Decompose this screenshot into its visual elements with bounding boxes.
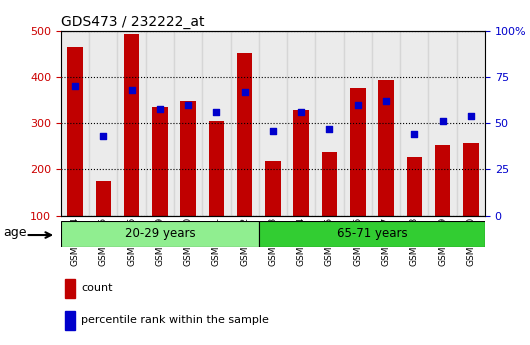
Point: [382, 98, 390, 104]
Bar: [95, 181, 111, 216]
Bar: [65, 310, 75, 330]
Bar: [231, 31, 259, 216]
Point: [438, 119, 447, 124]
Bar: [259, 31, 287, 216]
Bar: [259, 221, 485, 247]
Bar: [407, 157, 422, 216]
Text: percentile rank within the sample: percentile rank within the sample: [81, 315, 269, 325]
Point: [466, 113, 475, 119]
Text: count: count: [81, 284, 113, 293]
Bar: [65, 279, 75, 298]
Bar: [174, 31, 202, 216]
Bar: [372, 31, 400, 216]
Point: [241, 89, 249, 95]
Bar: [146, 31, 174, 216]
Bar: [435, 145, 450, 216]
Point: [410, 132, 419, 137]
Bar: [61, 221, 259, 247]
Bar: [265, 161, 281, 216]
Bar: [202, 31, 231, 216]
Bar: [209, 121, 224, 216]
Bar: [152, 107, 167, 216]
Bar: [343, 31, 372, 216]
Bar: [378, 80, 394, 216]
Bar: [315, 31, 343, 216]
Bar: [400, 31, 428, 216]
Text: 65-71 years: 65-71 years: [337, 227, 407, 240]
Text: 20-29 years: 20-29 years: [125, 227, 195, 240]
Bar: [61, 31, 89, 216]
Bar: [89, 31, 118, 216]
Bar: [350, 88, 366, 216]
Bar: [124, 34, 139, 216]
Text: GDS473 / 232222_at: GDS473 / 232222_at: [61, 14, 205, 29]
Point: [269, 128, 277, 134]
Bar: [67, 47, 83, 216]
Point: [71, 84, 80, 89]
Bar: [294, 110, 309, 216]
Point: [127, 87, 136, 93]
Point: [156, 106, 164, 111]
Bar: [287, 31, 315, 216]
Bar: [463, 143, 479, 216]
Bar: [237, 53, 252, 216]
Bar: [118, 31, 146, 216]
Point: [99, 134, 108, 139]
Bar: [428, 31, 457, 216]
Point: [354, 102, 362, 108]
Point: [212, 109, 220, 115]
Bar: [180, 101, 196, 216]
Bar: [322, 152, 337, 216]
Text: age: age: [3, 226, 27, 239]
Point: [297, 109, 305, 115]
Bar: [457, 31, 485, 216]
Point: [184, 102, 192, 108]
Point: [325, 126, 334, 132]
